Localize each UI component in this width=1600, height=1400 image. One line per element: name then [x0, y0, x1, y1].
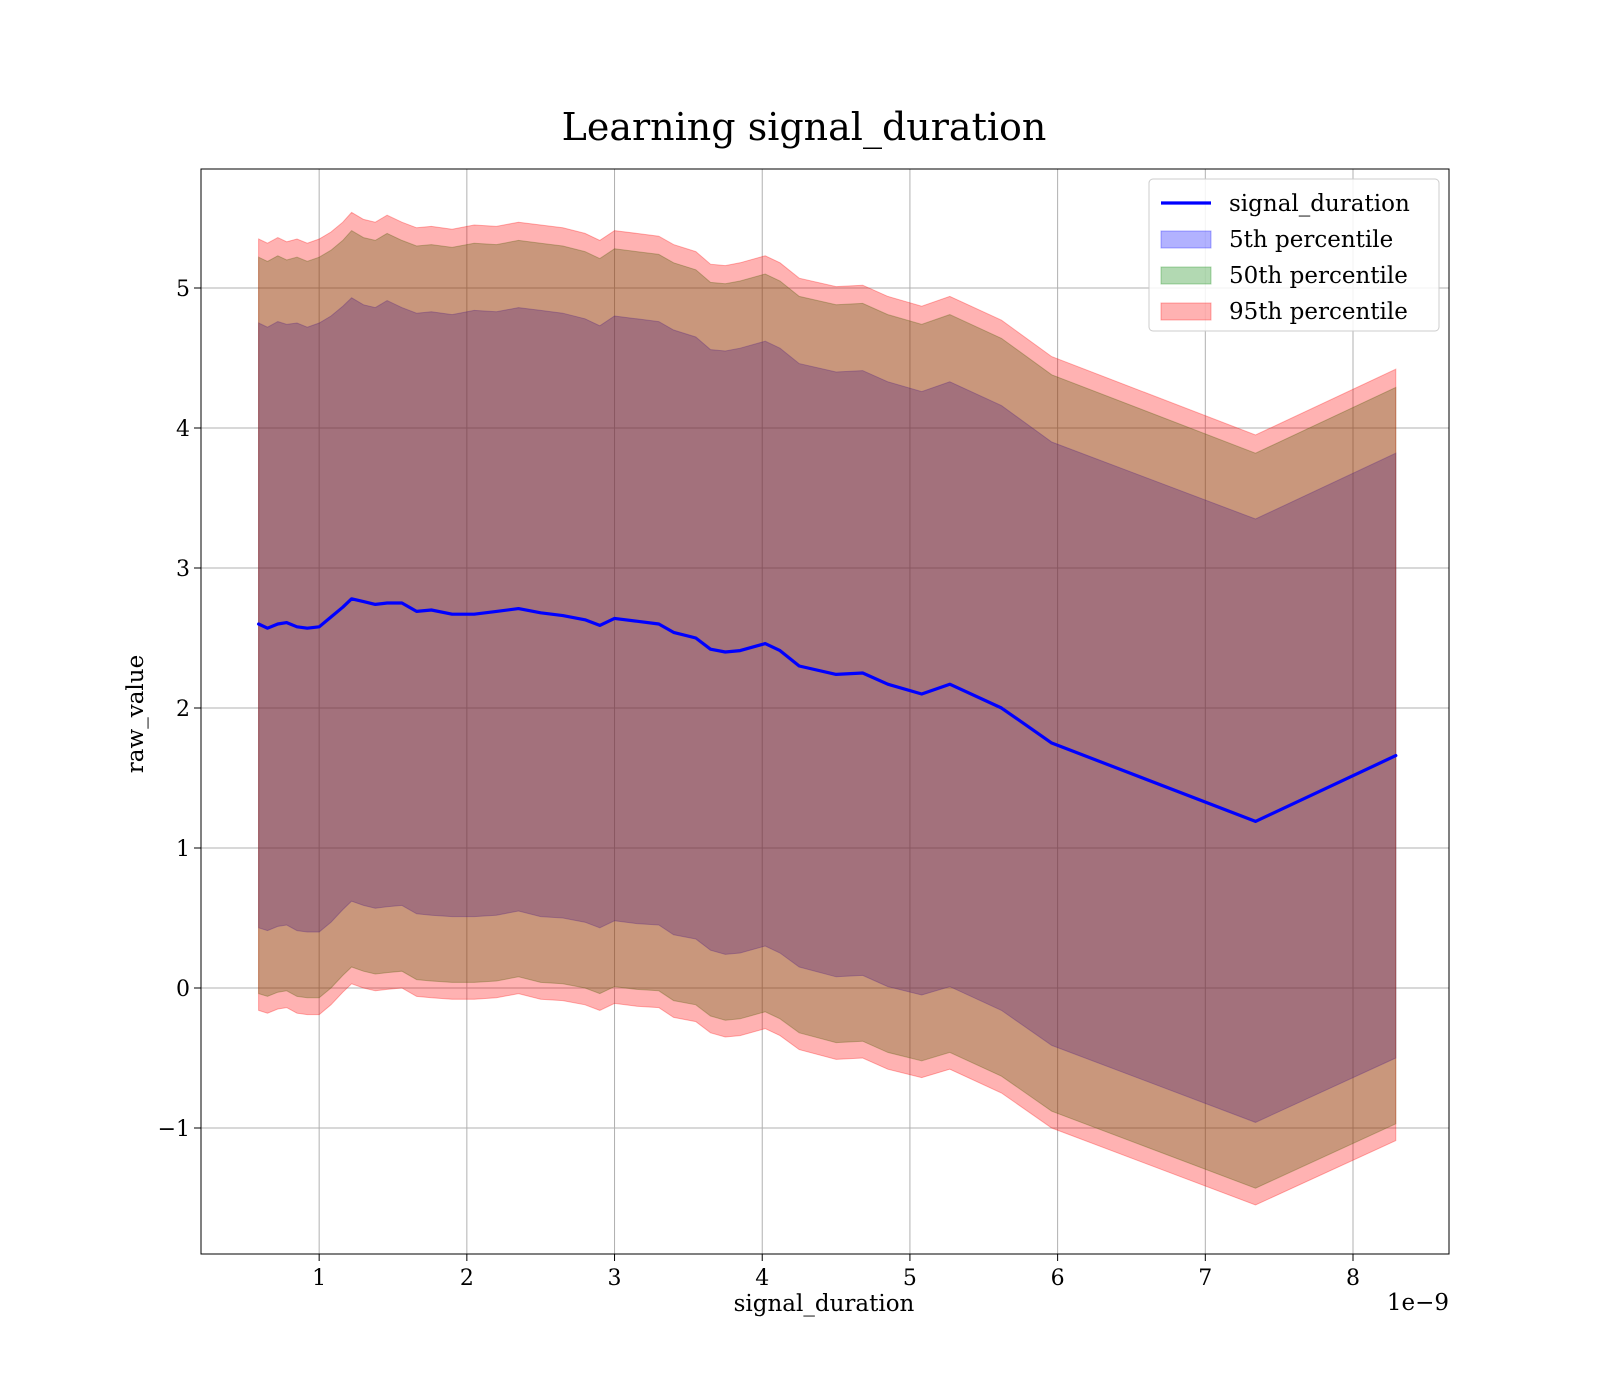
- y-tick-label-5: 4: [176, 417, 190, 442]
- percentile-bands: [258, 211, 1397, 1206]
- y-tick-label-2: 1: [176, 837, 190, 862]
- legend-swatch-1: [1160, 230, 1212, 249]
- legend-label-1: 5th percentile: [1229, 227, 1393, 253]
- legend-swatch-2: [1160, 266, 1212, 285]
- x-axis-offset-text: 1e−9: [1387, 1290, 1449, 1316]
- x-axis-ticks: 1 2 3 4 5 6 7 8: [312, 1254, 1360, 1291]
- x-tick-label-5: 6: [1051, 1266, 1065, 1291]
- plot-area: [201, 169, 1449, 1254]
- x-tick-label-3: 4: [755, 1266, 769, 1291]
- legend-label-2: 50th percentile: [1229, 263, 1408, 289]
- legend-label-3: 95th percentile: [1229, 299, 1408, 325]
- band-0: [258, 297, 1397, 1123]
- x-axis-label: signal_duration: [734, 1291, 915, 1317]
- series-lines: [257, 597, 1398, 824]
- x-tick-label-2: 3: [608, 1266, 622, 1291]
- chart-title: Learning signal_duration: [562, 105, 1047, 150]
- plot-frame: [200, 168, 1450, 1255]
- y-tick-label-4: 3: [176, 557, 190, 582]
- y-tick-label-6: 5: [176, 277, 190, 302]
- x-tick-label-1: 2: [460, 1266, 474, 1291]
- legend: signal_duration 5th percentile 50th percen…: [1148, 178, 1440, 332]
- x-tick-label-4: 5: [903, 1266, 917, 1291]
- band-1: [258, 229, 1397, 1189]
- y-tick-label-0: −1: [158, 1117, 190, 1142]
- band-2: [258, 211, 1397, 1206]
- grid-lines: [201, 169, 1449, 1254]
- y-tick-label-3: 2: [176, 697, 190, 722]
- y-axis-label: raw_value: [123, 655, 149, 773]
- series-line-0: [257, 597, 1398, 824]
- y-tick-label-1: 0: [176, 977, 190, 1002]
- legend-label-0: signal_duration: [1229, 191, 1410, 217]
- y-axis-ticks: −1 0 1 2 3 4 5: [158, 277, 201, 1142]
- legend-swatch-3: [1160, 302, 1212, 321]
- x-tick-label-0: 1: [312, 1266, 326, 1291]
- x-tick-label-7: 8: [1346, 1266, 1360, 1291]
- legend-box: [1148, 178, 1440, 332]
- x-tick-label-6: 7: [1198, 1266, 1212, 1291]
